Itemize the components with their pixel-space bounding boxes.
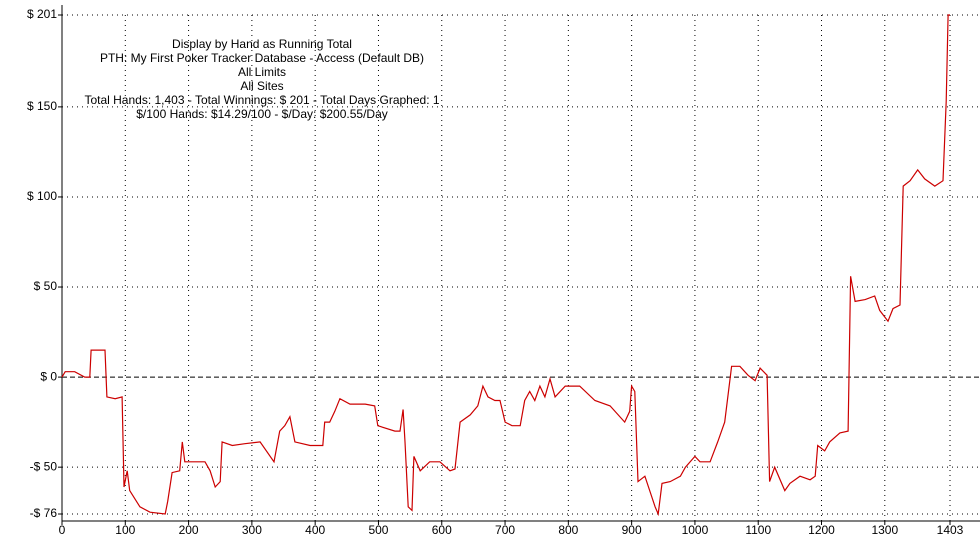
x-tick-label: 1100 — [745, 523, 771, 537]
subtitle-line: Total Hands: 1,403 - Total Winnings: $ 2… — [84, 93, 439, 107]
x-tick-label: 100 — [115, 523, 135, 537]
x-tick-label: 1200 — [808, 523, 835, 537]
running-total-line — [61, 14, 950, 517]
x-tick-label: 400 — [305, 523, 325, 537]
x-tick-label: 1300 — [871, 523, 898, 537]
x-tick-label: 500 — [368, 523, 388, 537]
x-tick-label: 1403 — [937, 523, 964, 537]
x-tick-label: 700 — [495, 523, 515, 537]
subtitle-line: All Limits — [238, 65, 286, 79]
y-tick-label: $ 201 — [27, 7, 57, 21]
subtitle-line: All Sites — [240, 79, 283, 93]
x-tick-label: 300 — [242, 523, 262, 537]
subtitle-line: $/100 Hands: $14.29/100 - $/Day: $200.55… — [136, 107, 388, 121]
y-tick-label: $ 0 — [40, 369, 57, 383]
x-tick-label: 0 — [59, 523, 66, 537]
chart-title: Display by Hand as Running Total — [172, 37, 352, 51]
y-tick-label: $ 50 — [34, 279, 58, 293]
x-tick-label: 1000 — [682, 523, 709, 537]
x-tick-label: 800 — [558, 523, 578, 537]
x-tick-label: 200 — [179, 523, 199, 537]
y-tick-label: $ 150 — [27, 99, 57, 113]
y-tick-label: $ 100 — [27, 189, 57, 203]
x-tick-label: 900 — [622, 523, 642, 537]
x-tick-label: 600 — [432, 523, 452, 537]
y-tick-label: -$ 76 — [30, 506, 58, 520]
subtitle-line: PTH: My First Poker Tracker Database - A… — [100, 51, 424, 65]
y-tick-label: -$ 50 — [30, 459, 58, 473]
